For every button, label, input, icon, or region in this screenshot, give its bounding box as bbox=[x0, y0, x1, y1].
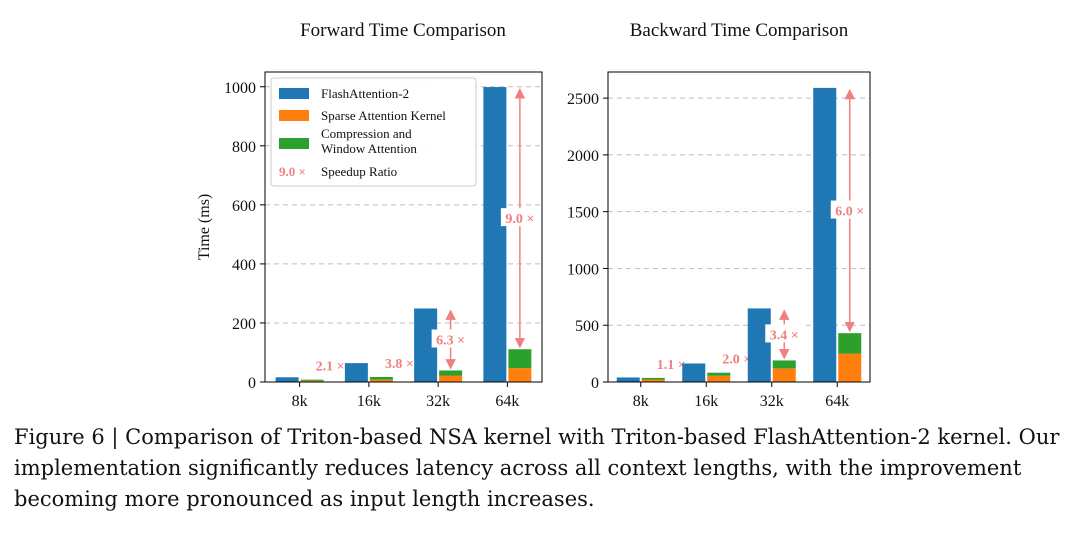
y-tick-label: 400 bbox=[232, 257, 256, 274]
bar-sparse-attention bbox=[508, 368, 532, 382]
speedup-label-bg bbox=[830, 200, 869, 219]
speedup-label-bg bbox=[431, 329, 470, 348]
legend: FlashAttention-2 Sparse Attention Kernel C… bbox=[270, 77, 477, 187]
chart-forward: Forward Time Comparison 0 200 400 600 800 1000… bbox=[196, 20, 543, 410]
x-tick-label: 64k bbox=[495, 393, 519, 410]
bar-sparse-attention bbox=[707, 375, 731, 382]
speedup-label: 2.0 × bbox=[722, 353, 751, 368]
y-tick-label: 0 bbox=[591, 375, 599, 392]
y-tick-label: 200 bbox=[232, 316, 256, 333]
bar-compression-window bbox=[508, 349, 532, 369]
bar-compression-window bbox=[772, 360, 796, 369]
y-tick-label: 2500 bbox=[567, 91, 599, 108]
y-tick-label: 0 bbox=[248, 375, 256, 392]
bar-compression-window bbox=[369, 376, 393, 380]
y-tick-label: 600 bbox=[232, 198, 256, 215]
bar-sparse-attention bbox=[772, 368, 796, 382]
bar-flashattention-2 bbox=[813, 87, 837, 383]
x-tick-label: 8k bbox=[292, 393, 308, 410]
bar-sparse-attention bbox=[300, 380, 324, 382]
legend-swatch-flash bbox=[279, 88, 309, 99]
bar-flashattention-2 bbox=[616, 377, 640, 382]
y-tick-label: 1500 bbox=[567, 205, 599, 222]
speedup-label: 6.0 × bbox=[835, 205, 864, 220]
bar-flashattention-2 bbox=[682, 363, 706, 382]
bar-compression-window bbox=[838, 333, 862, 354]
bar-sparse-attention bbox=[641, 379, 665, 382]
bar-compression-window bbox=[300, 379, 324, 381]
y-tick-label: 500 bbox=[575, 318, 599, 335]
bar-flashattention-2 bbox=[483, 87, 507, 383]
speedup-label: 6.3 × bbox=[436, 333, 465, 348]
bar-sparse-attention bbox=[369, 379, 393, 382]
bar-flashattention-2 bbox=[414, 308, 438, 382]
legend-box bbox=[270, 77, 477, 187]
axes-frame bbox=[607, 71, 871, 383]
legend-swatch-sparse bbox=[279, 110, 309, 121]
bar-sparse-attention bbox=[439, 375, 463, 382]
speedup-label: 3.4 × bbox=[770, 328, 799, 343]
legend-label: FlashAttention-2 bbox=[321, 86, 409, 101]
bar-sparse-attention bbox=[838, 353, 862, 382]
x-tick-label: 32k bbox=[426, 393, 450, 410]
bar-compression-window bbox=[707, 372, 731, 376]
legend-label: Compression and bbox=[321, 126, 412, 141]
y-axis-label: Time (ms) bbox=[196, 194, 213, 261]
legend-label: Sparse Attention Kernel bbox=[321, 108, 446, 123]
legend-label: Speedup Ratio bbox=[321, 164, 397, 179]
speedup-label: 1.1 × bbox=[657, 358, 686, 373]
chart-title: Backward Time Comparison bbox=[630, 20, 849, 41]
x-tick-label: 32k bbox=[760, 393, 784, 410]
bar-flashattention-2 bbox=[747, 308, 771, 382]
speedup-label: 3.8 × bbox=[385, 357, 414, 372]
legend-swatch-compression bbox=[279, 138, 309, 149]
speedup-label: 9.0 × bbox=[505, 212, 534, 227]
legend-speedup-sample: 9.0 × bbox=[279, 164, 306, 179]
x-tick-label: 16k bbox=[694, 393, 718, 410]
y-tick-label: 1000 bbox=[567, 261, 599, 278]
bar-flashattention-2 bbox=[275, 377, 299, 382]
bar-compression-window bbox=[641, 377, 665, 380]
y-tick-label: 800 bbox=[232, 139, 256, 156]
y-tick-label: 1000 bbox=[224, 80, 256, 97]
bar-compression-window bbox=[439, 370, 463, 376]
x-tick-label: 8k bbox=[633, 393, 649, 410]
figure-caption: Figure 6 | Comparison of Triton-based NS… bbox=[14, 425, 1060, 511]
y-tick-label: 2000 bbox=[567, 148, 599, 165]
chart-title: Forward Time Comparison bbox=[300, 20, 506, 41]
speedup-label: 2.1 × bbox=[316, 360, 345, 375]
speedup-label-bg bbox=[500, 208, 539, 227]
axes-frame bbox=[264, 71, 543, 383]
chart-backward: Backward Time Comparison 0 500 1000 1500 2000… bbox=[567, 20, 871, 410]
x-tick-label: 16k bbox=[357, 393, 381, 410]
bar-flashattention-2 bbox=[344, 363, 368, 382]
speedup-label-bg bbox=[765, 324, 804, 343]
x-tick-label: 64k bbox=[825, 393, 849, 410]
legend-label: Window Attention bbox=[321, 141, 417, 156]
figure-charts: Forward Time Comparison 0 200 400 600 800 1000… bbox=[196, 20, 871, 410]
